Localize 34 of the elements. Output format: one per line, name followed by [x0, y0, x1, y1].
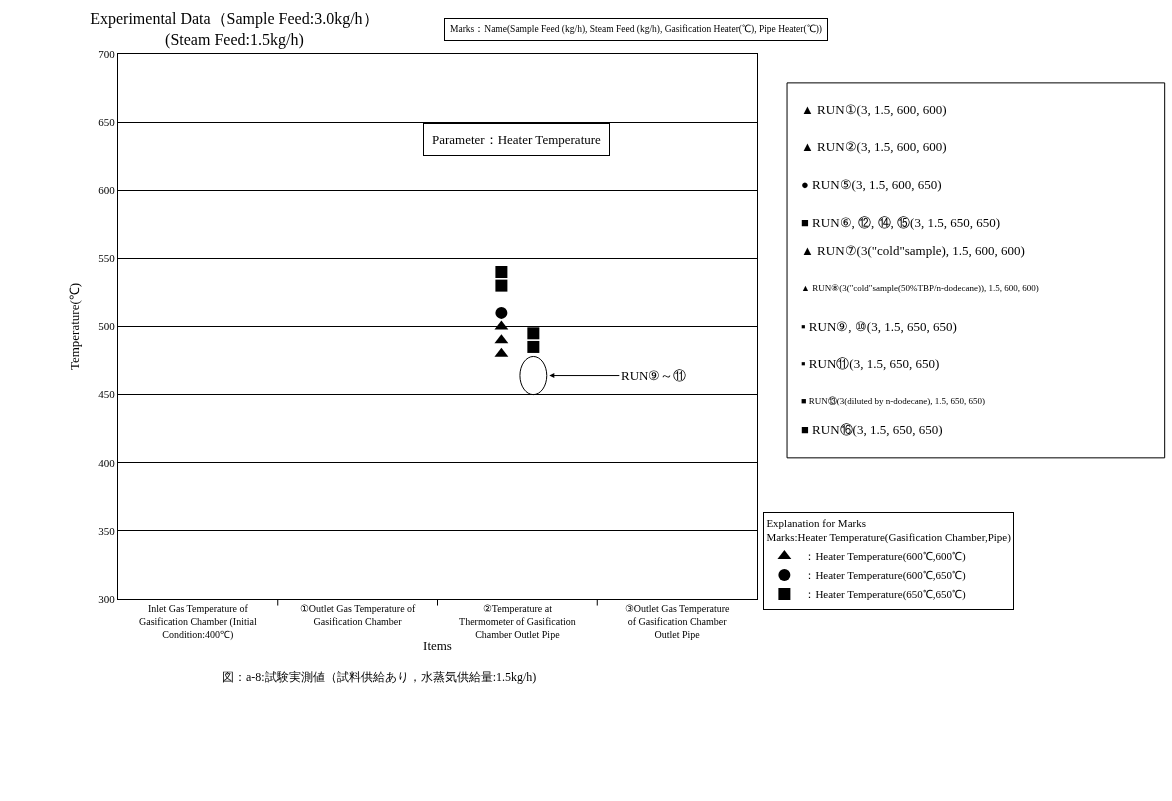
y-tick-label: 450 — [98, 388, 116, 401]
y-tick-label: 300 — [98, 592, 116, 605]
x-tick-label: ①Outlet Gas Temperature of Gasification Chamber — [299, 603, 417, 627]
legend-label: ：Heater Temperature(600℃,650℃) — [804, 569, 967, 583]
text: 図：a-8:試験実測値（試料供給あり，水蒸気供給量:1.5kg/h) — [222, 670, 537, 684]
chart-title: Experimental Data（Sample Feed:3.0kg/h） (Steam Feed:1.5kg/h) — [90, 10, 379, 49]
y-tick-label: 350 — [98, 524, 116, 537]
text: ■ RUN⑥, ⑫, ⑭, ⑮(3, 1.5, 650, 650) — [801, 215, 1000, 230]
y-tick-label: 400 — [98, 456, 116, 469]
text: ■ RUN⑬(3(diluted by n-dodecane), 1.5, 650, 650) — [801, 396, 985, 406]
text: ▲ RUN⑦(3("cold"sample), 1.5, 600, 600) — [801, 243, 1025, 258]
x-tick-label: ③Outlet Gas Temperature of Gasification Chamber Outlet Pipe — [624, 603, 731, 640]
text: Marks：Name(Sample Feed (kg/h), Steam Feed (kg/h), Gasification Heater(℃), Pipe Heater(℃)) — [450, 24, 822, 35]
y-tick-label: 500 — [98, 320, 116, 333]
legend-title: Explanation for Marks Marks:Heater Temperature(Gasification Chamber,Pipe) — [766, 517, 1012, 545]
x-axis-title: Items — [423, 637, 452, 653]
text: ▲ RUN①(3, 1.5, 600, 600) — [801, 102, 947, 117]
y-tick-label: 600 — [98, 184, 116, 197]
text: ▲ RUN②(3, 1.5, 600, 600) — [801, 139, 947, 154]
text: ■ RUN⑯(3, 1.5, 650, 650) — [801, 422, 943, 437]
y-tick-label: 550 — [98, 252, 116, 265]
text: ▪ RUN⑨, ⑩(3, 1.5, 650, 650) — [801, 319, 957, 334]
legend-label: ：Heater Temperature(600℃,600℃) — [804, 550, 967, 564]
y-tick-label: 650 — [98, 115, 116, 128]
x-tick-label: ②Temperature at Thermometer of Gasification Chamber Outlet Pipe — [459, 603, 576, 640]
y-axis-title: Temperature(℃) — [67, 282, 83, 371]
annotation: Parameter：Heater Temperature — [432, 132, 602, 147]
x-tick-label: Inlet Gas Temperature of Gasification Chamber (Initial Condition:400℃) — [139, 603, 257, 641]
y-tick-label: 700 — [98, 47, 116, 60]
text: ▪ RUN⑪(3, 1.5, 650, 650) — [801, 356, 940, 371]
text: ● RUN⑤(3, 1.5, 600, 650) — [801, 177, 942, 192]
legend-label: ：Heater Temperature(650℃,650℃) — [804, 588, 967, 602]
annotation: RUN⑨～⑪ — [621, 368, 687, 383]
text: ▲ RUN⑧(3("cold"sample(50%TBP/n-dodecane)), 1.5, 600, 600) — [801, 283, 1039, 293]
